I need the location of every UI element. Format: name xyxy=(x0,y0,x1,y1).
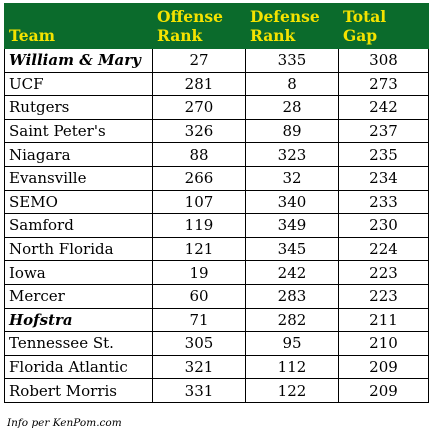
defense-header-top: Defense xyxy=(250,7,320,26)
team-cell: William & Mary xyxy=(4,48,153,73)
defense-rank-cell: 89 xyxy=(245,118,339,144)
team-column-header: Team xyxy=(4,3,153,49)
table-row: Hofstra 71 282 211 xyxy=(4,307,429,333)
total-gap-cell: 273 xyxy=(338,71,429,97)
total-gap-cell: 235 xyxy=(338,142,429,167)
rankings-table: Team Offense Rank Defense Rank Total Gap… xyxy=(4,3,429,403)
defense-rank-cell: 283 xyxy=(245,283,339,309)
team-cell: UCF xyxy=(4,71,153,97)
defense-rank-cell: 122 xyxy=(245,378,339,403)
offense-rank-cell: 19 xyxy=(152,260,246,285)
table-row: Robert Morris 331 122 209 xyxy=(4,378,429,403)
offense-rank-cell: 107 xyxy=(152,189,246,215)
table-row: Mercer 60 283 223 xyxy=(4,283,429,309)
team-cell: Samford xyxy=(4,213,153,238)
offense-rank-cell: 60 xyxy=(152,283,246,309)
total-gap-cell: 230 xyxy=(338,213,429,238)
total-gap-cell: 223 xyxy=(338,283,429,309)
offense-rank-cell: 121 xyxy=(152,236,246,262)
total-gap-cell: 209 xyxy=(338,354,429,380)
source-note: Info per KenPom.com xyxy=(7,417,122,429)
offense-rank-column-header: Offense Rank xyxy=(152,3,246,49)
team-cell: Rutgers xyxy=(4,95,153,120)
table-row: Iowa 19 242 223 xyxy=(4,260,429,285)
defense-rank-cell: 340 xyxy=(245,189,339,215)
defense-rank-cell: 345 xyxy=(245,236,339,262)
total-gap-cell: 210 xyxy=(338,331,429,356)
total-gap-cell: 224 xyxy=(338,236,429,262)
offense-header-top: Offense xyxy=(157,7,223,26)
rankings-table-container: Team Offense Rank Defense Rank Total Gap… xyxy=(4,3,429,403)
total-gap-cell: 211 xyxy=(338,307,429,333)
offense-rank-cell: 119 xyxy=(152,213,246,238)
defense-rank-cell: 95 xyxy=(245,331,339,356)
table-row: William & Mary 27 335 308 xyxy=(4,48,429,73)
total-gap-cell: 237 xyxy=(338,118,429,144)
team-cell: Tennessee St. xyxy=(4,331,153,356)
total-gap-cell: 308 xyxy=(338,48,429,73)
table-row: Florida Atlantic 321 112 209 xyxy=(4,354,429,380)
offense-rank-cell: 326 xyxy=(152,118,246,144)
offense-rank-cell: 27 xyxy=(152,48,246,73)
team-cell: Florida Atlantic xyxy=(4,354,153,380)
total-gap-cell: 242 xyxy=(338,95,429,120)
offense-rank-cell: 266 xyxy=(152,165,246,191)
offense-rank-cell: 331 xyxy=(152,378,246,403)
team-cell: Evansville xyxy=(4,165,153,191)
table-row: Samford 119 349 230 xyxy=(4,213,429,238)
team-cell: Iowa xyxy=(4,260,153,285)
total-gap-cell: 233 xyxy=(338,189,429,215)
total-gap-cell: 209 xyxy=(338,378,429,403)
defense-rank-cell: 112 xyxy=(245,354,339,380)
team-cell: Mercer xyxy=(4,283,153,309)
defense-header-bottom: Rank xyxy=(250,26,296,45)
table-row: Tennessee St. 305 95 210 xyxy=(4,331,429,356)
total-gap-cell: 234 xyxy=(338,165,429,191)
total-gap-column-header: Total Gap xyxy=(338,3,429,49)
team-cell: SEMO xyxy=(4,189,153,215)
total-gap-cell: 223 xyxy=(338,260,429,285)
offense-rank-cell: 281 xyxy=(152,71,246,97)
offense-rank-cell: 270 xyxy=(152,95,246,120)
defense-rank-column-header: Defense Rank xyxy=(245,3,339,49)
table-body: William & Mary 27 335 308 UCF 281 8 273 Rutgers 2… xyxy=(4,48,429,403)
table-row: North Florida 121 345 224 xyxy=(4,236,429,262)
defense-rank-cell: 32 xyxy=(245,165,339,191)
defense-rank-cell: 349 xyxy=(245,213,339,238)
defense-rank-cell: 323 xyxy=(245,142,339,167)
defense-rank-cell: 242 xyxy=(245,260,339,285)
team-cell: Hofstra xyxy=(4,307,153,333)
offense-rank-cell: 71 xyxy=(152,307,246,333)
team-cell: North Florida xyxy=(4,236,153,262)
table-header-row: Team Offense Rank Defense Rank Total Gap xyxy=(4,3,429,49)
offense-header-bottom: Rank xyxy=(157,26,203,45)
offense-rank-cell: 88 xyxy=(152,142,246,167)
team-cell: Niagara xyxy=(4,142,153,167)
table-row: SEMO 107 340 233 xyxy=(4,189,429,215)
defense-rank-cell: 282 xyxy=(245,307,339,333)
table-row: Rutgers 270 28 242 xyxy=(4,95,429,120)
defense-rank-cell: 335 xyxy=(245,48,339,73)
defense-rank-cell: 8 xyxy=(245,71,339,97)
table-row: UCF 281 8 273 xyxy=(4,71,429,97)
team-cell: Saint Peter's xyxy=(4,118,153,144)
table-row: Saint Peter's 326 89 237 xyxy=(4,118,429,144)
defense-rank-cell: 28 xyxy=(245,95,339,120)
team-cell: Robert Morris xyxy=(4,378,153,403)
table-row: Niagara 88 323 235 xyxy=(4,142,429,167)
offense-rank-cell: 305 xyxy=(152,331,246,356)
offense-rank-cell: 321 xyxy=(152,354,246,380)
table-row: Evansville 266 32 234 xyxy=(4,165,429,191)
